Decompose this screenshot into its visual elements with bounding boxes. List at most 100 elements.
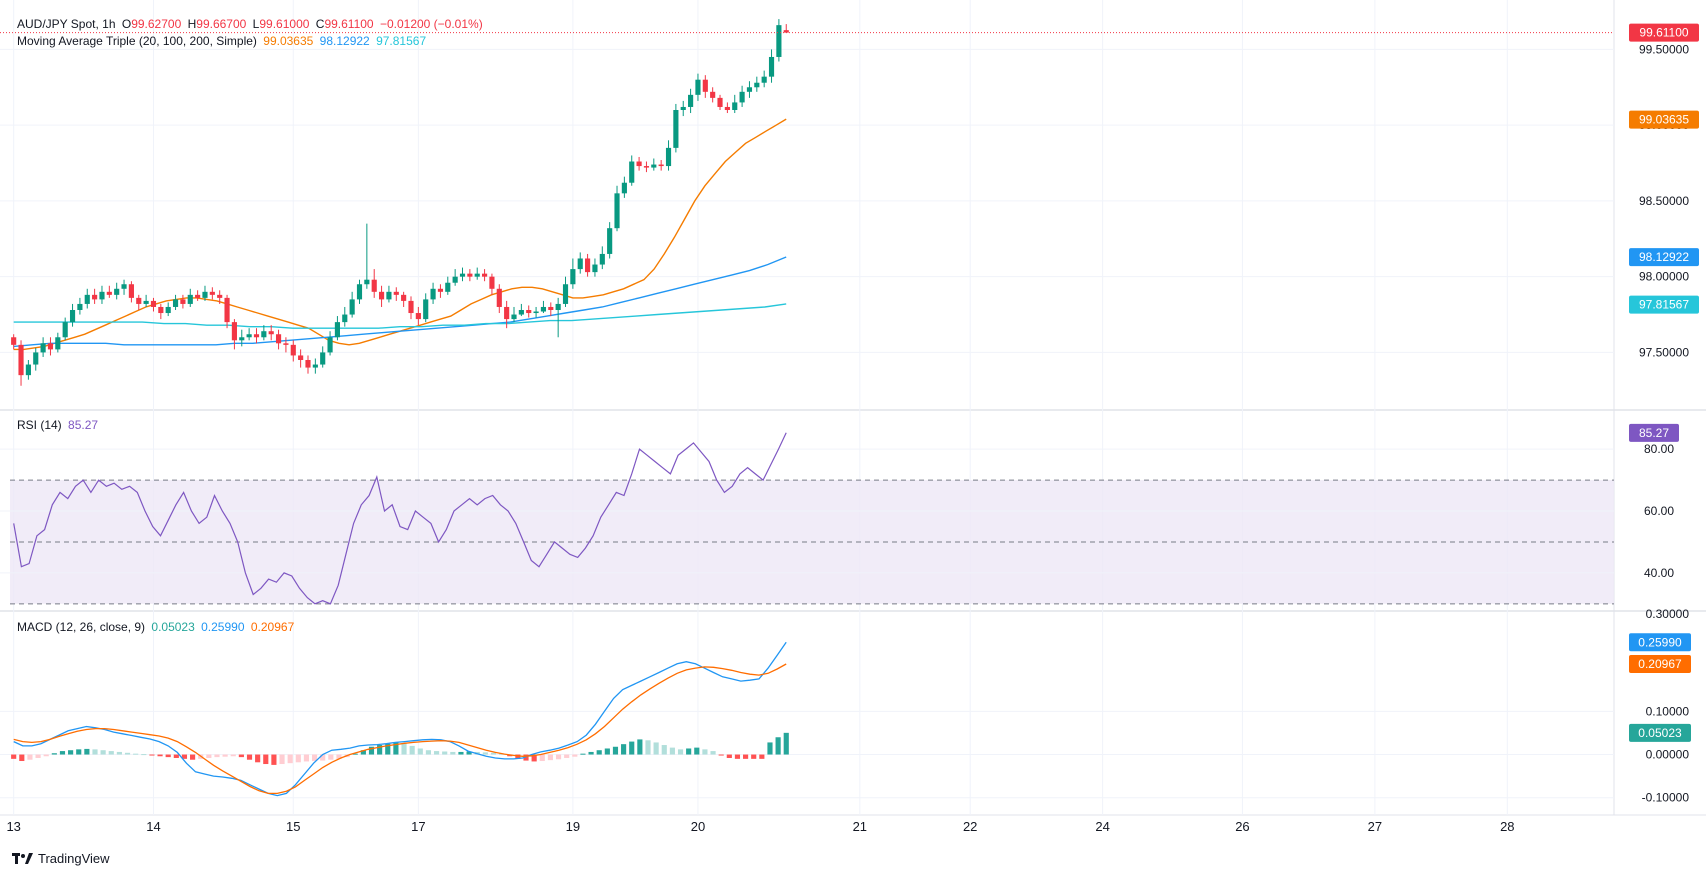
candle-body xyxy=(180,299,186,304)
candle-body xyxy=(356,284,363,300)
macd-hist-bar xyxy=(295,754,301,763)
macd-hist-bar xyxy=(100,750,106,755)
candle-body xyxy=(599,253,605,265)
candle-body xyxy=(114,288,120,295)
candle-body xyxy=(658,164,664,167)
macd-hist-bar xyxy=(157,754,163,757)
macd-hist-bar xyxy=(539,754,545,762)
time-tick-label: 28 xyxy=(1500,819,1514,834)
macd-hist-bar xyxy=(368,746,375,755)
candle-body xyxy=(275,334,282,344)
candle-body xyxy=(239,337,245,341)
macd-hist-bar xyxy=(759,754,765,759)
macd-hist-bar xyxy=(645,740,651,755)
macd-hist-bar xyxy=(629,741,635,755)
candle-body xyxy=(246,334,252,338)
candle-body xyxy=(217,294,223,298)
close-label: C xyxy=(315,17,325,31)
candle-body xyxy=(150,300,157,307)
candle-body xyxy=(621,182,627,194)
candle-body xyxy=(327,337,333,353)
macd-hist-bar xyxy=(279,754,285,765)
macd-hist-bar xyxy=(141,754,147,756)
signal-line xyxy=(13,663,787,795)
candle-body xyxy=(172,299,179,307)
rsi-value: 85.27 xyxy=(68,418,99,432)
candle-body xyxy=(334,322,340,338)
tradingview-logo[interactable]: TradingView xyxy=(12,851,110,866)
candle-body xyxy=(430,288,436,300)
candle-body xyxy=(92,294,98,300)
high-value: 99.66700 xyxy=(196,17,247,31)
macd-hist-bar xyxy=(409,745,415,755)
candle-body xyxy=(548,306,554,310)
candle-body xyxy=(18,344,24,376)
candle-body xyxy=(415,313,421,320)
macd-tag: 0.25990 xyxy=(1638,635,1682,649)
rsi-tick-label: 80.00 xyxy=(1644,442,1674,456)
macd-hist-bar xyxy=(336,754,342,759)
candle-body xyxy=(665,147,672,167)
macd-tag-bg xyxy=(1629,633,1691,652)
candle-body xyxy=(555,303,561,310)
candle-body xyxy=(540,306,547,312)
candle-body xyxy=(452,276,458,283)
macd-hist-bar xyxy=(580,753,586,755)
macd-hist-bar xyxy=(230,754,236,757)
macd-hist-bar xyxy=(263,754,269,765)
candle-body xyxy=(320,352,326,365)
candle-body xyxy=(783,30,789,33)
macd-hist-bar xyxy=(76,749,82,755)
macd-hist-bar xyxy=(588,751,594,755)
low-label: L xyxy=(252,17,260,31)
close-value: 99.61100 xyxy=(324,17,374,31)
macd-hist-bar xyxy=(767,742,773,755)
macd-hist-bar xyxy=(393,742,399,755)
candle-body xyxy=(504,306,510,320)
macd-hist-bar xyxy=(458,751,464,755)
ma200-line xyxy=(13,303,787,329)
macd-hist-bar xyxy=(352,753,358,755)
candle-body xyxy=(746,87,753,92)
macd-hist-bar xyxy=(653,742,659,755)
tradingview-brand: TradingView xyxy=(38,851,110,866)
low-value: 99.61000 xyxy=(259,17,310,31)
candle-body xyxy=(283,343,289,345)
candle-body xyxy=(298,355,304,360)
candle-body xyxy=(489,276,495,289)
hist-tag: 0.05023 xyxy=(1638,726,1682,740)
macd-hist-bar xyxy=(68,750,74,755)
candle-body xyxy=(680,106,686,110)
candle-body xyxy=(268,331,274,335)
candle-body xyxy=(202,291,208,298)
candle-body xyxy=(467,273,473,277)
ma100-tag: 98.12922 xyxy=(1639,250,1689,264)
time-tick-label: 15 xyxy=(286,819,300,834)
ma100-tag-bg xyxy=(1629,248,1699,267)
tradingview-logo-icon xyxy=(12,852,33,864)
candle-body xyxy=(533,311,539,314)
macd-hist-bar xyxy=(206,754,212,758)
macd-hist-bar xyxy=(442,751,448,755)
macd-hist-bar xyxy=(377,745,383,755)
candle-body xyxy=(209,291,215,295)
candle-body xyxy=(562,284,569,304)
macd-hist-bar xyxy=(255,754,261,763)
macd-hist-bar xyxy=(702,749,708,755)
ma-label: Moving Average Triple (20, 100, 200, Sim… xyxy=(17,34,257,48)
macd-hist-bar xyxy=(417,748,423,755)
macd-hist-bar xyxy=(637,739,643,755)
macd-hist-bar xyxy=(450,751,456,755)
candle-body xyxy=(69,310,76,323)
macd-hist-bar xyxy=(303,754,310,762)
candle-body xyxy=(364,279,370,285)
candle-body xyxy=(290,344,296,356)
macd-hist-bar xyxy=(621,744,627,755)
macd-hist-bar xyxy=(11,754,17,759)
candle-body xyxy=(717,97,723,107)
time-tick-label: 20 xyxy=(691,819,705,834)
macd-hist-bar xyxy=(124,752,131,755)
macd-line xyxy=(13,641,787,797)
ma100-line xyxy=(13,256,787,348)
